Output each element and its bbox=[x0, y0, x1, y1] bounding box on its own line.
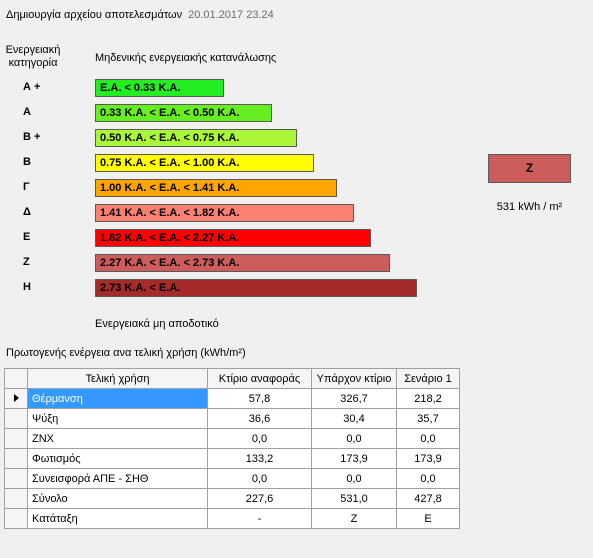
row-header[interactable] bbox=[4, 428, 28, 449]
zero-consumption-label: Μηδενικής ενεργειακής κατανάλωσης bbox=[95, 52, 277, 64]
category-header: Ενεργειακή κατηγορία bbox=[5, 44, 61, 69]
table-title: Πρωτογενής ενέργεια ανα τελική χρήση (kW… bbox=[6, 347, 246, 359]
class-bar: 1.00 Κ.Α. < Ε.Α. < 1.41 Κ.Α. bbox=[95, 179, 337, 197]
class-label: Β + bbox=[23, 131, 41, 143]
class-bar: 2.73 Κ.Α. < Ε.Α. bbox=[95, 279, 417, 297]
class-bar: 1.41 Κ.Α. < Ε.Α. < 1.82 Κ.Α. bbox=[95, 204, 354, 222]
cell-value[interactable]: 133,2 bbox=[207, 448, 312, 469]
cell-value[interactable]: 0,0 bbox=[311, 468, 397, 489]
class-label: Ε bbox=[23, 231, 31, 243]
cell-end-use[interactable]: ΖΝΧ bbox=[27, 428, 208, 449]
table-row[interactable]: Σύνολο 227,6 531,0 427,8 bbox=[4, 488, 460, 509]
table-row[interactable]: ΖΝΧ 0,0 0,0 0,0 bbox=[4, 428, 460, 449]
cell-end-use[interactable]: Ψύξη bbox=[27, 408, 208, 429]
cell-value[interactable]: 227,6 bbox=[207, 488, 312, 509]
cell-value[interactable]: 36,6 bbox=[207, 408, 312, 429]
class-label: Η bbox=[23, 281, 31, 293]
corner-header bbox=[4, 368, 28, 389]
cell-value[interactable]: 0,0 bbox=[207, 428, 312, 449]
cell-value[interactable]: 218,2 bbox=[396, 388, 460, 409]
cell-end-use[interactable]: Σύνολο bbox=[27, 488, 208, 509]
table-row[interactable]: Κατάταξη - Ζ Ε bbox=[4, 508, 460, 529]
cell-end-use[interactable]: Κατάταξη bbox=[27, 508, 208, 529]
cell-value[interactable]: 326,7 bbox=[311, 388, 397, 409]
cell-value[interactable]: 0,0 bbox=[311, 428, 397, 449]
class-label: Α bbox=[23, 106, 31, 118]
class-label: Ζ bbox=[23, 256, 30, 268]
table-row[interactable]: Συνεισφορά ΑΠΕ - ΣΗΘ 0,0 0,0 0,0 bbox=[4, 468, 460, 489]
column-header[interactable]: Υπάρχον κτίριο bbox=[311, 368, 397, 389]
row-header[interactable] bbox=[4, 468, 28, 489]
cell-value[interactable]: Ζ bbox=[311, 508, 397, 529]
cell-value[interactable]: 427,8 bbox=[396, 488, 460, 509]
column-header[interactable]: Τελική χρήση bbox=[27, 368, 208, 389]
cell-end-use[interactable]: Φωτισμός bbox=[27, 448, 208, 469]
current-row-arrow-icon bbox=[13, 393, 19, 402]
result-class-box: Ζ bbox=[488, 154, 571, 183]
table-row[interactable]: Θέρμανση 57,8 326,7 218,2 bbox=[4, 388, 460, 409]
column-header[interactable]: Κτίριο αναφοράς bbox=[207, 368, 312, 389]
class-label: Α + bbox=[23, 81, 41, 93]
inefficient-label: Ενεργειακά μη αποδοτικό bbox=[95, 318, 219, 330]
row-header[interactable] bbox=[4, 488, 28, 509]
header-timestamp: 20.01.2017 23.24 bbox=[188, 9, 274, 21]
header-title: Δημιουργία αρχείου αποτελεσμάτων bbox=[6, 9, 183, 21]
class-bar: 0.75 Κ.Α. < Ε.Α. < 1.00 Κ.Α. bbox=[95, 154, 314, 172]
class-label: Γ bbox=[23, 181, 30, 193]
row-header[interactable] bbox=[4, 508, 28, 529]
cell-end-use[interactable]: Θέρμανση bbox=[27, 388, 208, 409]
class-bar: Ε.Α. < 0.33 Κ.Α. bbox=[95, 79, 224, 97]
cell-value[interactable]: Ε bbox=[396, 508, 460, 529]
table-header-row: Τελική χρήση Κτίριο αναφοράς Υπάρχον κτί… bbox=[4, 368, 460, 389]
cell-value[interactable]: - bbox=[207, 508, 312, 529]
table-row[interactable]: Ψύξη 36,6 30,4 35,7 bbox=[4, 408, 460, 429]
cell-value[interactable]: 0,0 bbox=[396, 428, 460, 449]
cell-value[interactable]: 0,0 bbox=[207, 468, 312, 489]
class-bar: 0.33 Κ.Α. < Ε.Α. < 0.50 Κ.Α. bbox=[95, 104, 272, 122]
class-label: Δ bbox=[23, 206, 31, 218]
class-bar: 1.82 Κ.Α. < Ε.Α. < 2.27 Κ.Α. bbox=[95, 229, 371, 247]
cell-end-use[interactable]: Συνεισφορά ΑΠΕ - ΣΗΘ bbox=[27, 468, 208, 489]
row-header[interactable] bbox=[4, 388, 28, 409]
column-header[interactable]: Σενάριο 1 bbox=[396, 368, 460, 389]
cell-value[interactable]: 173,9 bbox=[311, 448, 397, 469]
cell-value[interactable]: 35,7 bbox=[396, 408, 460, 429]
class-label: Β bbox=[23, 156, 31, 168]
class-bar: 0.50 Κ.Α. < Ε.Α. < 0.75 Κ.Α. bbox=[95, 129, 297, 147]
cell-value[interactable]: 57,8 bbox=[207, 388, 312, 409]
class-bar: 2.27 Κ.Α. < Ε.Α. < 2.73 Κ.Α. bbox=[95, 254, 390, 272]
cell-value[interactable]: 0,0 bbox=[396, 468, 460, 489]
result-value: 531 kWh / m² bbox=[496, 201, 563, 213]
cell-value[interactable]: 30,4 bbox=[311, 408, 397, 429]
primary-energy-table: Τελική χρήση Κτίριο αναφοράς Υπάρχον κτί… bbox=[4, 368, 460, 529]
window-header: Δημιουργία αρχείου αποτελεσμάτων 20.01.20… bbox=[6, 9, 274, 21]
cell-value[interactable]: 173,9 bbox=[396, 448, 460, 469]
table-row[interactable]: Φωτισμός 133,2 173,9 173,9 bbox=[4, 448, 460, 469]
row-header[interactable] bbox=[4, 408, 28, 429]
row-header[interactable] bbox=[4, 448, 28, 469]
cell-value[interactable]: 531,0 bbox=[311, 488, 397, 509]
